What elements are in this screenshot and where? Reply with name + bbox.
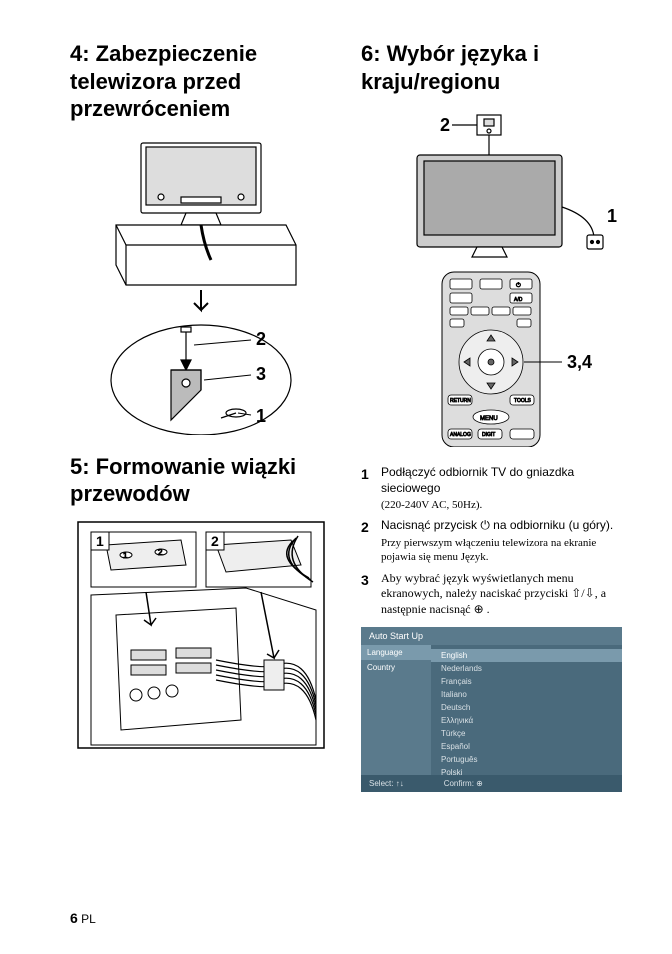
menu-list-item: Nederlands [431, 662, 622, 675]
menu-list-item: Español [431, 740, 622, 753]
step-body: Podłączyć odbiornik TV do gniazdka sieci… [381, 465, 622, 512]
svg-text:RETURN: RETURN [450, 398, 471, 404]
onscreen-menu: Auto Start Up Language Country English N… [361, 627, 622, 792]
step-item: 3 Aby wybrać język wyświetlanych menu ek… [361, 571, 622, 618]
callout-3: 3 [256, 364, 266, 384]
menu-side-item: Country [361, 660, 431, 675]
menu-footer-select: Select: ↑↓ [369, 779, 404, 788]
inset-callout-1: 1 [96, 533, 104, 549]
cable-bundle-diagram: 1 2 1 2 [76, 520, 326, 750]
menu-list-item: Português [431, 753, 622, 766]
menu-side-item: Language [361, 645, 431, 660]
svg-text:MENU: MENU [480, 416, 498, 422]
menu-list-item: Türkçe [431, 727, 622, 740]
menu-list-item: Polski [431, 766, 622, 779]
menu-sidebar: Language Country [361, 645, 431, 775]
two-column-layout: 4: Zabezpieczenie telewizora przed przew… [70, 40, 622, 792]
svg-text:2: 2 [158, 548, 163, 557]
tv-remote-diagram: 2 1 ⏻ A/D [362, 107, 622, 447]
step-number: 3 [361, 571, 375, 618]
menu-list-item: Italiano [431, 688, 622, 701]
svg-text:TOOLS: TOOLS [514, 398, 532, 404]
diagram-section-4: 2 3 1 [70, 135, 331, 435]
step-text: Podłączyć odbiornik TV do gniazdka sieci… [381, 465, 574, 495]
svg-text:DIGIT: DIGIT [482, 432, 495, 438]
menu-header: Auto Start Up [361, 627, 622, 645]
callout-top-2: 2 [440, 115, 450, 135]
inset-callout-2: 2 [211, 533, 219, 549]
menu-body: Language Country English Nederlands Fran… [361, 645, 622, 775]
step-text: Nacisnąć przycisk ⏻ na odbiorniku (u gór… [381, 518, 613, 532]
callout-top-1: 1 [607, 206, 617, 226]
step-text: Aby wybrać język wyświetlanych menu ekra… [381, 571, 606, 616]
menu-list: English Nederlands Français Italiano Deu… [431, 645, 622, 775]
svg-text:ANALOG: ANALOG [450, 432, 471, 438]
menu-list-item: Deutsch [431, 701, 622, 714]
callout-1: 1 [256, 406, 266, 426]
callout-2: 2 [256, 329, 266, 349]
menu-list-item: English [431, 649, 622, 662]
step-body: Nacisnąć przycisk ⏻ na odbiorniku (u gór… [381, 518, 622, 564]
section-6-title: 6: Wybór języka i kraju/regionu [361, 40, 622, 95]
step-item: 2 Nacisnąć przycisk ⏻ na odbiorniku (u g… [361, 518, 622, 564]
diagram-section-6: 2 1 ⏻ A/D [361, 107, 622, 447]
menu-list-item: Français [431, 675, 622, 688]
page-number-bold: 6 [70, 910, 78, 926]
svg-text:1: 1 [123, 551, 128, 560]
step-number: 2 [361, 518, 375, 564]
svg-text:⏻: ⏻ [516, 282, 521, 289]
step-item: 1 Podłączyć odbiornik TV do gniazdka sie… [361, 465, 622, 512]
left-column: 4: Zabezpieczenie telewizora przed przew… [70, 40, 331, 792]
step-subtext: (220-240V AC, 50Hz). [381, 498, 622, 512]
section-4-title: 4: Zabezpieczenie telewizora przed przew… [70, 40, 331, 123]
callout-remote-34: 3,4 [567, 352, 592, 372]
tv-mount-diagram: 2 3 1 [86, 135, 316, 435]
page-number: 6 PL [70, 910, 96, 926]
step-number: 1 [361, 465, 375, 512]
section-5-title: 5: Formowanie wiązki przewodów [70, 453, 331, 508]
diagram-section-5: 1 2 1 2 [70, 520, 331, 750]
step-list: 1 Podłączyć odbiornik TV do gniazdka sie… [361, 465, 622, 617]
menu-list-item: Ελληνικά [431, 714, 622, 727]
page: 4: Zabezpieczenie telewizora przed przew… [0, 0, 672, 954]
step-body: Aby wybrać język wyświetlanych menu ekra… [381, 571, 622, 618]
right-column: 6: Wybór języka i kraju/regionu [361, 40, 622, 792]
page-number-suffix: PL [78, 912, 96, 926]
svg-text:A/D: A/D [514, 297, 523, 303]
step-subtext: Przy pierwszym włączeniu telewizora na e… [381, 536, 622, 565]
menu-footer-confirm: Confirm: ⊕ [444, 779, 483, 788]
